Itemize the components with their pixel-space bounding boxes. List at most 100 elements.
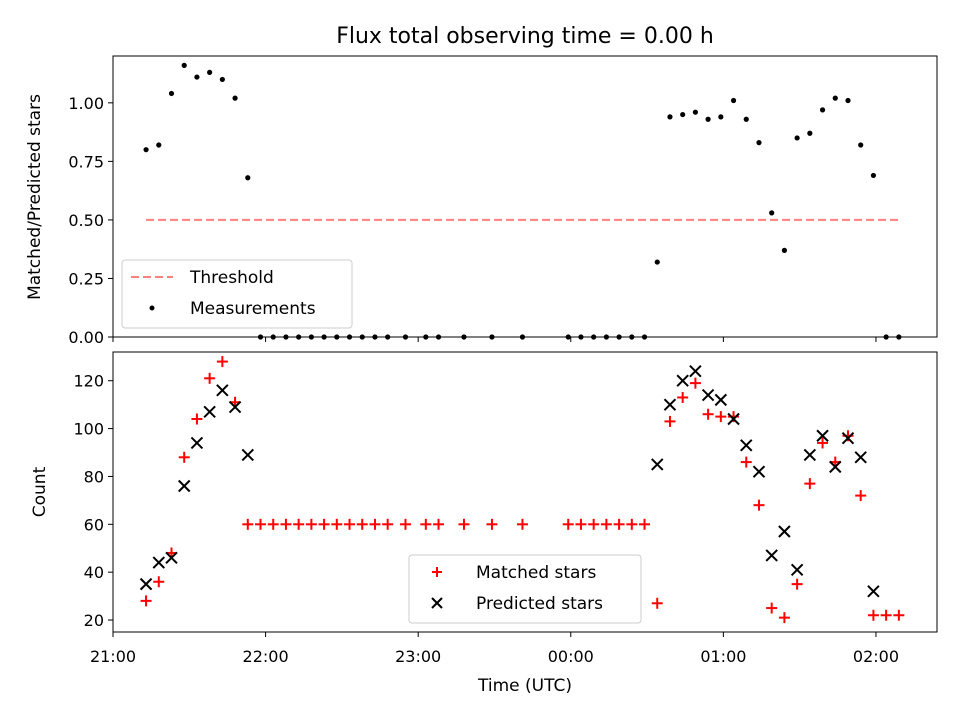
- predicted-star-point: [816, 429, 829, 442]
- predicted-star-point: [867, 585, 880, 598]
- bottom-y-tick-label: 40: [84, 563, 104, 582]
- measurement-point: [819, 107, 826, 113]
- top-legend: Threshold Measurements: [121, 259, 353, 329]
- predicted-star-point: [854, 451, 867, 464]
- measurement-point: [845, 97, 851, 104]
- measurement-point: [832, 95, 838, 101]
- predicted-star-point: [803, 448, 817, 462]
- top-y-ticks: 0.00 0.25 0.50 0.75 1.00: [68, 94, 113, 347]
- matched-star-point: [140, 595, 152, 607]
- matched-star-point: [715, 411, 727, 423]
- matched-star-point: [293, 518, 305, 530]
- measurement-point: [858, 142, 864, 148]
- predicted-star-points: [139, 364, 880, 598]
- measurement-point: [181, 62, 187, 68]
- measurement-point: [692, 109, 698, 115]
- measurement-point: [232, 95, 238, 101]
- matched-star-point: [880, 609, 892, 621]
- matched-star-point: [588, 518, 600, 530]
- predicted-star-point: [714, 393, 728, 407]
- matched-star-point: [305, 518, 317, 530]
- matched-star-point: [639, 518, 651, 530]
- measurement-point: [654, 259, 660, 265]
- predicted-star-point: [778, 525, 791, 538]
- measurement-point: [769, 210, 775, 216]
- measurement-point: [156, 142, 162, 148]
- measurement-point: [781, 247, 788, 253]
- matched-star-point: [216, 356, 228, 368]
- matched-star-point: [255, 518, 267, 530]
- matched-star-point: [804, 478, 816, 490]
- matched-star-point: [204, 372, 216, 384]
- top-legend-box: [121, 259, 353, 329]
- measurement-point: [667, 114, 673, 120]
- matched-star-point: [600, 518, 612, 530]
- matched-star-point: [153, 576, 165, 588]
- matched-star-points: [140, 356, 905, 624]
- x-tick-label: 02:00: [853, 647, 899, 666]
- matched-star-point: [702, 408, 714, 420]
- matched-star-point: [817, 437, 829, 449]
- matched-star-point: [369, 518, 381, 530]
- matched-star-point: [626, 518, 638, 530]
- bottom-y-ticks: 20 40 60 80 100 120: [73, 372, 113, 630]
- top-plot-frame: [112, 55, 938, 338]
- measurement-point: [807, 130, 813, 136]
- matched-star-point: [664, 415, 676, 427]
- matched-star-point: [318, 518, 330, 530]
- predicted-star-point: [178, 479, 191, 493]
- matched-star-point: [575, 518, 587, 530]
- measurement-point: [207, 69, 213, 75]
- matched-star-point: [766, 602, 778, 614]
- matched-star-point: [178, 451, 190, 463]
- bottom-y-tick-label: 20: [84, 611, 104, 630]
- matched-star-point: [242, 518, 254, 530]
- top-y-tick-label: 0.75: [68, 152, 104, 171]
- predicted-star-point: [241, 448, 254, 462]
- predicted-star-point: [203, 405, 216, 419]
- measurement-point: [680, 111, 686, 118]
- legend-measurements-swatch: [149, 305, 155, 311]
- bottom-y-axis-label: Count: [30, 466, 50, 517]
- x-tick-label: 23:00: [395, 647, 441, 666]
- matched-star-point: [753, 499, 765, 511]
- predicted-star-point: [663, 398, 677, 411]
- matched-star-point: [331, 518, 343, 530]
- legend-measurements-label: Measurements: [190, 299, 316, 319]
- top-y-tick-label: 1.00: [68, 94, 104, 113]
- legend-predicted-swatch: [431, 597, 443, 609]
- measurement-points: [143, 62, 902, 340]
- predicted-star-point: [752, 465, 766, 478]
- measurement-point: [143, 147, 149, 153]
- matched-star-point: [740, 456, 752, 468]
- top-y-axis-label: Matched/Predicted stars: [25, 94, 45, 300]
- measurement-point: [756, 140, 762, 146]
- bottom-plot-frame: [112, 351, 938, 633]
- bottom-y-tick-label: 100: [73, 420, 104, 439]
- matched-star-point: [791, 578, 803, 590]
- measurement-point: [794, 135, 800, 141]
- top-y-tick-label: 0.25: [68, 269, 104, 288]
- matched-star-point: [677, 391, 689, 403]
- x-tick-label: 21:00: [90, 647, 136, 666]
- matched-star-point: [613, 518, 625, 530]
- x-tick-label: 01:00: [700, 647, 746, 666]
- predicted-star-point: [701, 388, 715, 402]
- measurement-point: [168, 90, 175, 97]
- matched-star-point: [267, 518, 279, 530]
- top-x-ticks: [112, 337, 877, 342]
- matched-star-point: [867, 609, 879, 621]
- matched-star-point: [420, 518, 432, 530]
- bottom-panel: Count Time (UTC) 20 40 60 80 100 120 21:00 22:…: [30, 351, 938, 696]
- legend-threshold-label: Threshold: [189, 268, 274, 288]
- predicted-star-point: [790, 563, 804, 576]
- matched-star-point: [562, 518, 574, 530]
- x-tick-label: 22:00: [243, 647, 289, 666]
- matched-star-point: [689, 377, 701, 389]
- predicted-star-point: [139, 577, 153, 591]
- predicted-star-point: [651, 458, 664, 471]
- matched-star-point: [516, 518, 528, 530]
- legend-matched-label: Matched stars: [476, 563, 596, 583]
- x-axis-label: Time (UTC): [477, 676, 572, 696]
